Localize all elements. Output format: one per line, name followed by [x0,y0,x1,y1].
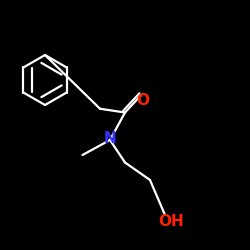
Text: N: N [104,131,117,146]
Text: O: O [136,93,149,108]
Text: OH: OH [158,214,184,229]
